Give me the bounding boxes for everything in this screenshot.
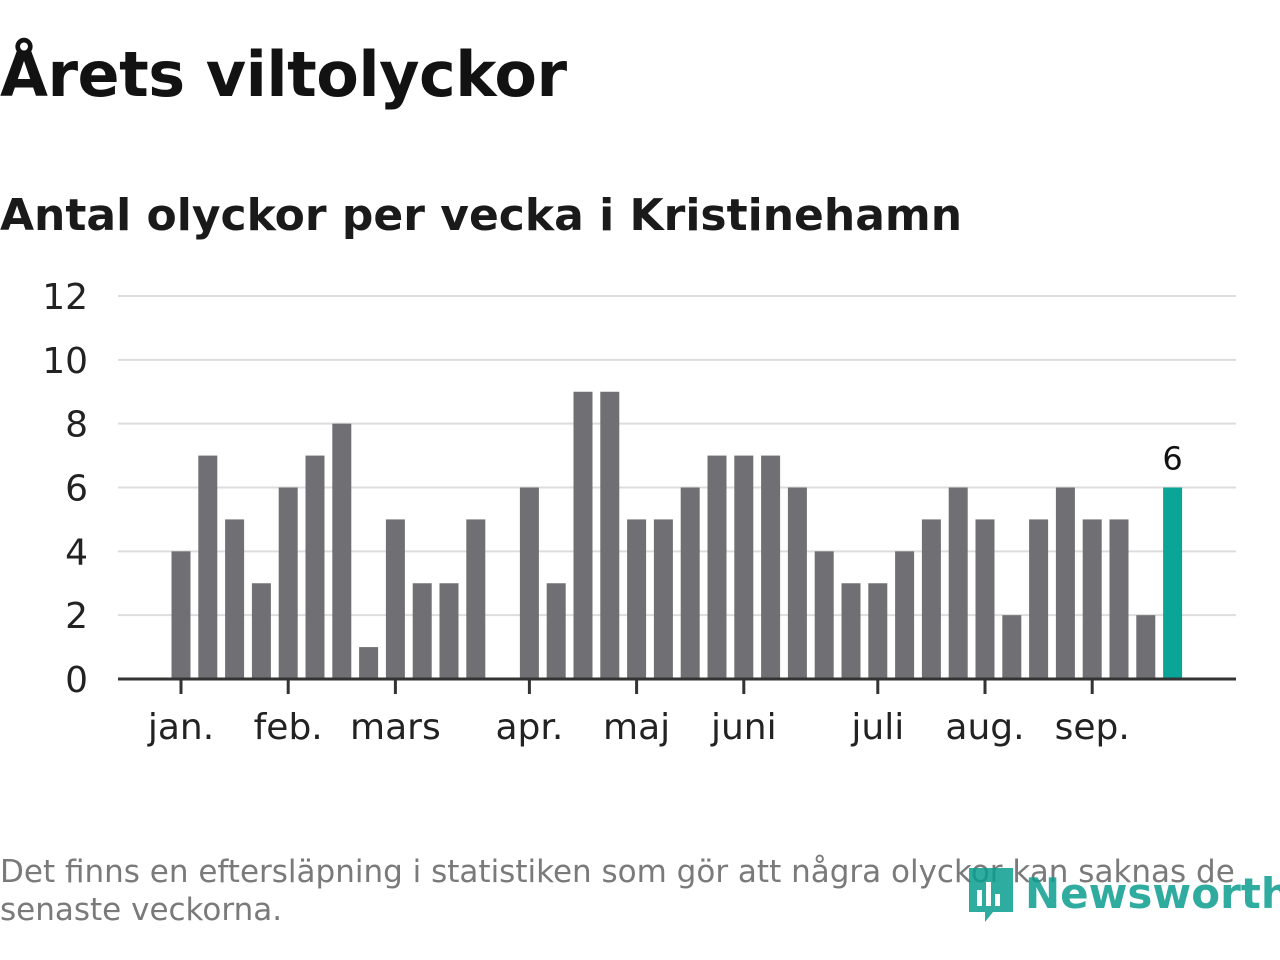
bar xyxy=(600,391,620,679)
x-tick-label: jan. xyxy=(147,707,214,748)
chart-subtitle: Antal olyckor per vecka i Kristinehamn xyxy=(0,190,963,241)
x-axis-labels: jan. feb. mars apr. maj juni juli aug. sep. xyxy=(147,679,1130,748)
bar xyxy=(868,583,888,679)
bar xyxy=(707,455,727,679)
bar xyxy=(332,423,352,679)
footnote: Det finns en eftersläpning i statistiken… xyxy=(0,854,1235,928)
data-label: 6 xyxy=(1162,440,1182,478)
grid-lines xyxy=(118,295,1236,617)
y-tick-label: 10 xyxy=(42,341,88,382)
bar xyxy=(841,583,861,679)
bar xyxy=(439,583,459,679)
y-tick-label: 4 xyxy=(65,532,88,573)
bar xyxy=(466,519,486,679)
y-tick-label: 2 xyxy=(65,596,88,637)
bar xyxy=(519,487,539,679)
bar xyxy=(948,487,968,679)
bar-highlight xyxy=(1163,487,1183,679)
bar xyxy=(975,519,995,679)
bar xyxy=(1055,487,1075,679)
bar xyxy=(895,551,915,679)
bar xyxy=(1029,519,1049,679)
bar xyxy=(305,455,325,679)
x-tick-label: juli xyxy=(850,707,904,748)
bar xyxy=(1002,615,1022,679)
bar xyxy=(359,647,379,679)
bar xyxy=(1082,519,1102,679)
bar xyxy=(814,551,834,679)
data-labels: 6 xyxy=(1162,440,1182,478)
bar xyxy=(251,583,271,679)
x-tick-label: aug. xyxy=(945,707,1024,748)
bar xyxy=(278,487,298,679)
bar xyxy=(627,519,647,679)
bar-chart: 0 2 4 6 8 10 12 jan. feb. mars apr. maj juni juli aug… xyxy=(42,277,1236,748)
x-tick-label: apr. xyxy=(495,707,563,748)
x-tick-label: sep. xyxy=(1055,707,1130,748)
x-tick-label: juni xyxy=(710,707,777,748)
x-tick-label: mars xyxy=(350,707,441,748)
newsworthy-logo-icon xyxy=(969,868,1013,922)
bar xyxy=(787,487,807,679)
chart-title: Årets viltolyckor xyxy=(0,38,567,111)
bar xyxy=(653,519,673,679)
bar xyxy=(573,391,593,679)
bar xyxy=(921,519,941,679)
bar xyxy=(1109,519,1129,679)
bar xyxy=(680,487,700,679)
x-tick-label: feb. xyxy=(254,707,323,748)
y-tick-label: 12 xyxy=(42,277,88,318)
bars xyxy=(171,391,1183,679)
newsworthy-logo: Newsworthy xyxy=(965,860,1280,926)
y-tick-label: 0 xyxy=(65,660,88,701)
bar xyxy=(761,455,781,679)
bar xyxy=(198,455,218,679)
y-axis-labels: 0 2 4 6 8 10 12 xyxy=(42,277,88,701)
bar xyxy=(385,519,405,679)
bar xyxy=(225,519,245,679)
bar xyxy=(734,455,754,679)
logo-text: Newsworthy xyxy=(1025,868,1280,918)
x-tick-label: maj xyxy=(603,707,670,748)
bar xyxy=(1136,615,1156,679)
bar xyxy=(546,583,566,679)
y-tick-label: 6 xyxy=(65,469,88,510)
bar xyxy=(171,551,191,679)
y-tick-label: 8 xyxy=(65,405,88,446)
bar xyxy=(412,583,432,679)
